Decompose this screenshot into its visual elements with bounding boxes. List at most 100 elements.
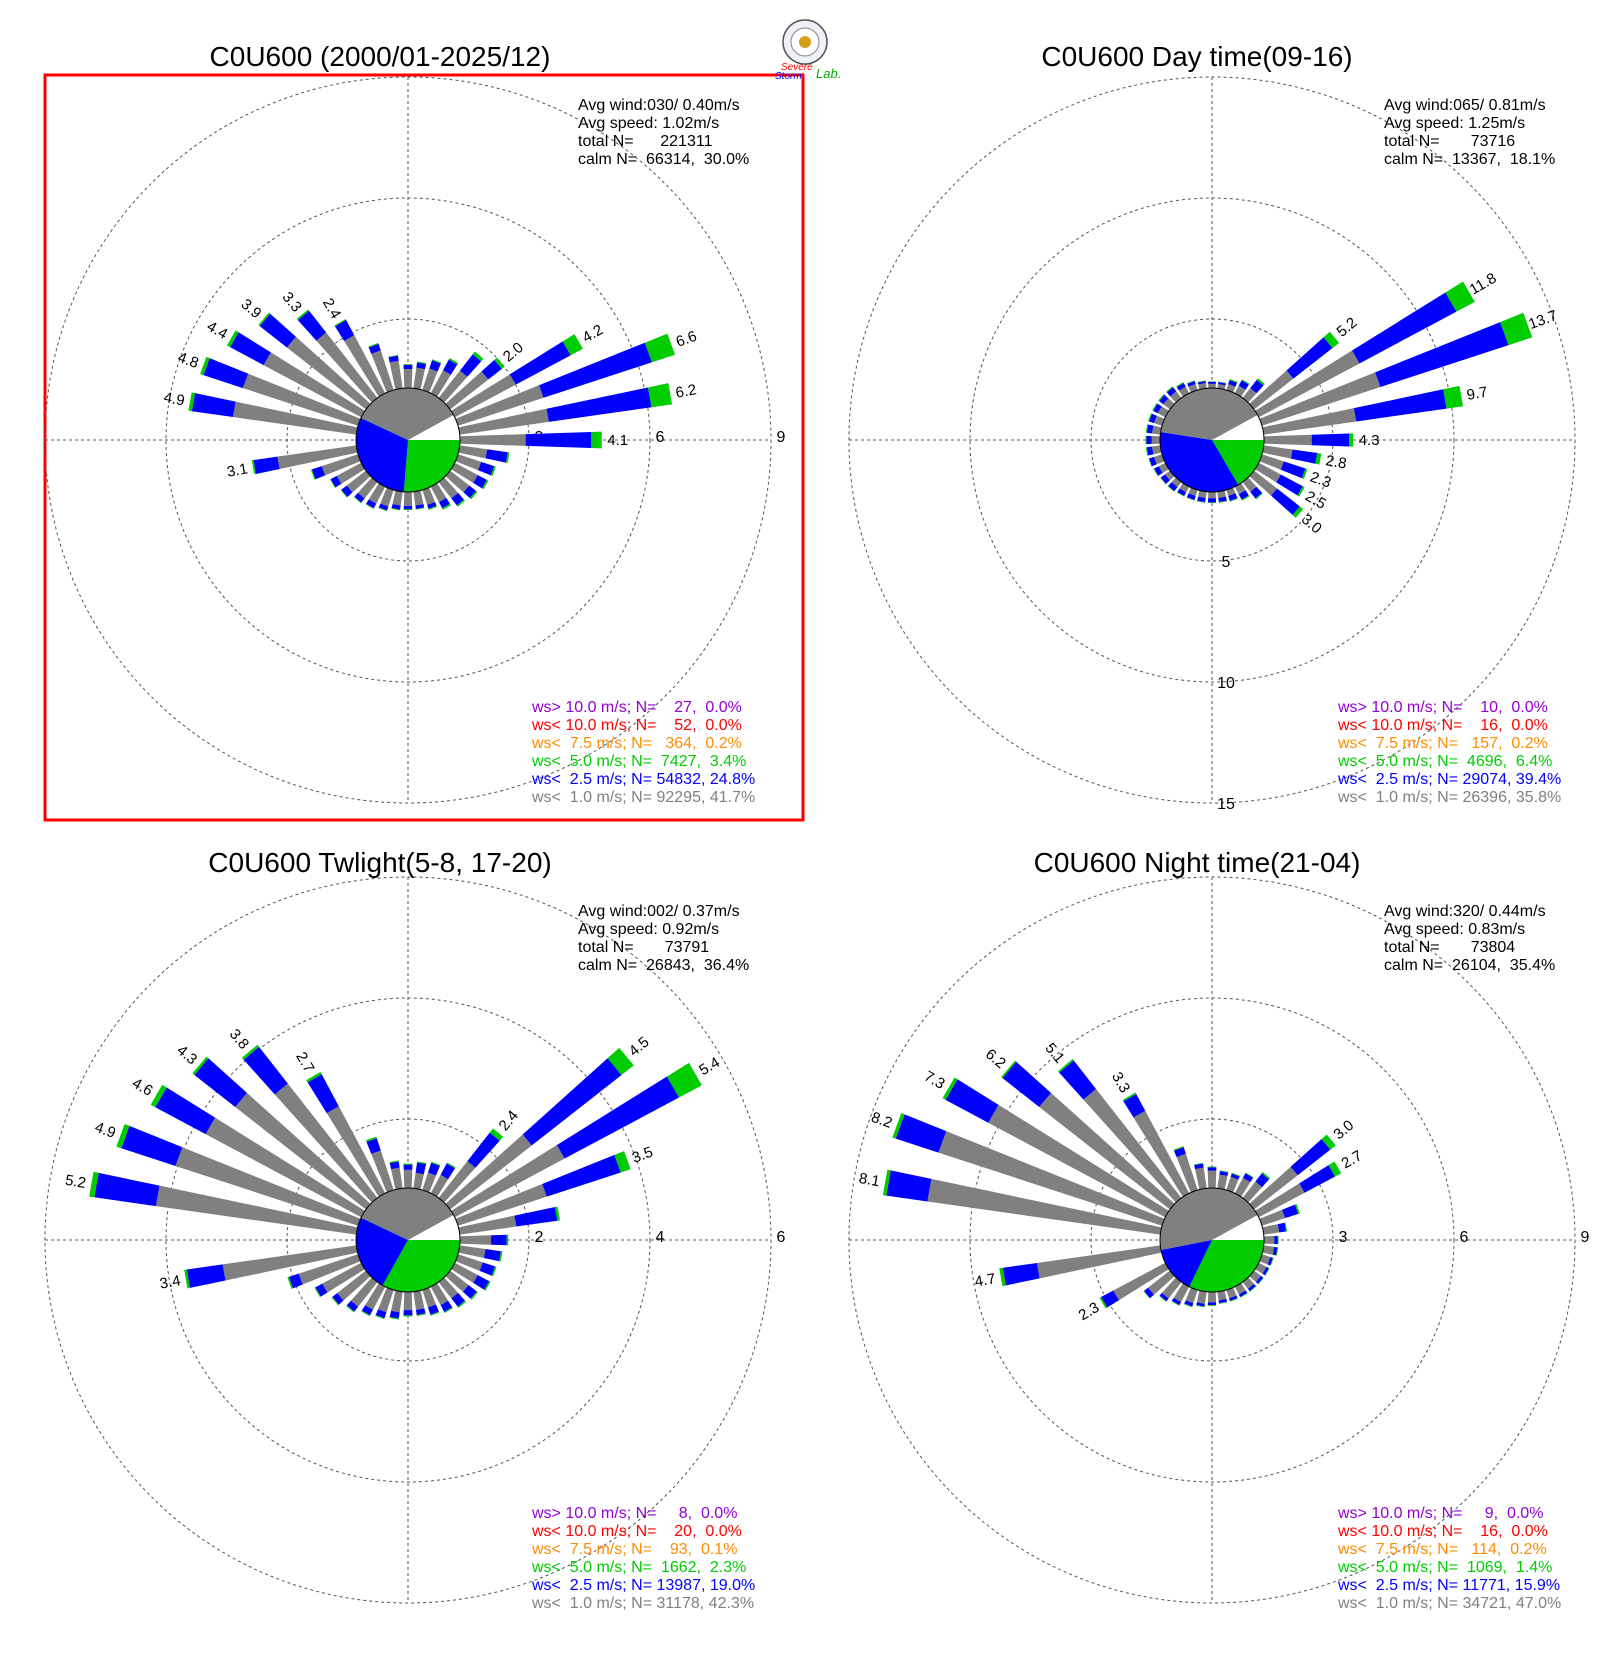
bar-segment — [306, 1071, 322, 1083]
bar-segment — [286, 336, 371, 410]
direction-bar — [388, 354, 403, 390]
bar-segment — [1146, 435, 1152, 445]
bar-segment — [1264, 434, 1312, 446]
bar-segment — [478, 461, 495, 476]
ring-label: 9 — [1581, 1229, 1590, 1246]
bar-segment — [1198, 383, 1207, 390]
legend-lt75: ws< 7.5 m/s; N= 93, 0.1% — [531, 1541, 737, 1558]
bar-value-label: 6.2 — [674, 381, 697, 401]
bar-segment — [378, 503, 389, 511]
stats-avg-speed: Avg speed: 1.25m/s — [1384, 115, 1525, 132]
bar-segment — [121, 1125, 183, 1167]
bar-segment — [1101, 1290, 1119, 1308]
direction-bar — [1176, 483, 1190, 497]
bar-segment — [422, 1287, 437, 1308]
direction-bar — [413, 1161, 427, 1190]
direction-bar: 3.4 — [158, 1245, 358, 1293]
bar-segment — [1151, 445, 1162, 455]
bar-value-label: 2.8 — [1324, 452, 1347, 472]
bar-segment — [542, 1154, 621, 1197]
bar-segment — [451, 1292, 466, 1307]
direction-bar — [451, 462, 489, 490]
legend-lt25: ws< 2.5 m/s; N= 29074, 39.4% — [1337, 771, 1561, 788]
bar-segment — [311, 466, 326, 480]
direction-bar — [340, 470, 371, 498]
direction-bar — [458, 445, 510, 463]
bar-segment — [1184, 1303, 1193, 1308]
bar-segment — [1196, 1302, 1205, 1307]
bar-segment — [287, 1276, 294, 1289]
direction-bar — [422, 1161, 441, 1193]
bar-segment — [341, 485, 353, 498]
bar-segment — [1255, 1173, 1270, 1188]
direction-bar — [430, 1162, 456, 1197]
bar-segment — [562, 334, 583, 356]
bar-segment — [1321, 1134, 1336, 1150]
bar-segment — [445, 371, 489, 410]
bar-segment — [391, 504, 401, 510]
bar-value-label: 5.2 — [64, 1172, 87, 1192]
bar-segment — [1194, 1163, 1204, 1170]
panel-title: C0U600 (2000/01-2025/12) — [210, 41, 551, 72]
bar-segment — [346, 1300, 359, 1312]
bar-segment — [1122, 1092, 1137, 1102]
calm-outline — [1159, 1187, 1265, 1293]
bar-segment — [1164, 470, 1175, 481]
legend-lt25: ws< 2.5 m/s; N= 54832, 24.8% — [531, 771, 755, 788]
direction-bar — [1242, 378, 1265, 403]
bar-segment — [330, 475, 342, 488]
bar-segment — [1176, 383, 1186, 391]
bar-segment — [1148, 1270, 1175, 1295]
bar-value-label: 4.1 — [607, 432, 628, 449]
direction-bar — [1171, 1283, 1190, 1306]
bar-segment — [1186, 497, 1195, 501]
bar-segment — [445, 470, 470, 493]
direction-bar — [1152, 403, 1169, 418]
bar-segment — [539, 342, 653, 398]
bar-segment — [892, 1113, 905, 1139]
direction-bar — [1160, 470, 1175, 485]
bar-segment — [1036, 1245, 1162, 1279]
bar-segment — [413, 367, 425, 390]
stats-block: Avg wind:065/ 0.81m/s Avg speed: 1.25m/s… — [1384, 97, 1555, 168]
bar-segment — [1217, 1174, 1228, 1190]
calm-pie — [1159, 387, 1265, 493]
direction-bar — [331, 1270, 371, 1306]
direction-bar — [1234, 1172, 1254, 1197]
bar-segment — [1158, 394, 1165, 402]
bar-segment — [444, 1307, 453, 1313]
bar-segment — [226, 330, 239, 348]
bar-segment — [472, 351, 484, 362]
ring-label: 6 — [656, 429, 665, 446]
bar-segment — [1240, 1292, 1248, 1298]
bar-segment — [430, 370, 451, 397]
bar-segment — [1228, 380, 1238, 387]
bar-segment — [242, 373, 361, 426]
bar-segment — [1167, 485, 1175, 492]
direction-bar — [458, 1245, 503, 1262]
logo-text-lab: Lab. — [816, 66, 841, 81]
direction-bar — [422, 359, 442, 393]
bar-segment — [1247, 1283, 1256, 1292]
bar-segment — [458, 408, 549, 435]
bar-segment — [184, 1269, 190, 1289]
bar-segment — [460, 434, 526, 446]
bar-segment — [344, 335, 386, 397]
bar-segment — [316, 332, 378, 403]
direction-bar — [1197, 490, 1207, 503]
direction-bar — [445, 470, 478, 500]
bar-segment — [422, 487, 436, 505]
direction-bar — [375, 1287, 394, 1320]
bar-segment — [259, 313, 296, 348]
grid-ring — [969, 197, 1455, 683]
bar-segment — [1148, 413, 1152, 422]
bar-segment — [525, 431, 592, 449]
bar-segment — [1143, 1290, 1151, 1299]
direction-bar: 4.7 — [973, 1245, 1162, 1291]
bar-segment — [1058, 1059, 1074, 1073]
bar-segment — [1282, 1204, 1299, 1219]
bar-segment — [203, 358, 249, 389]
stats-avg-wind: Avg wind:030/ 0.40m/s — [578, 97, 740, 114]
grid-ring — [969, 997, 1455, 1483]
bar-segment — [554, 1206, 560, 1221]
